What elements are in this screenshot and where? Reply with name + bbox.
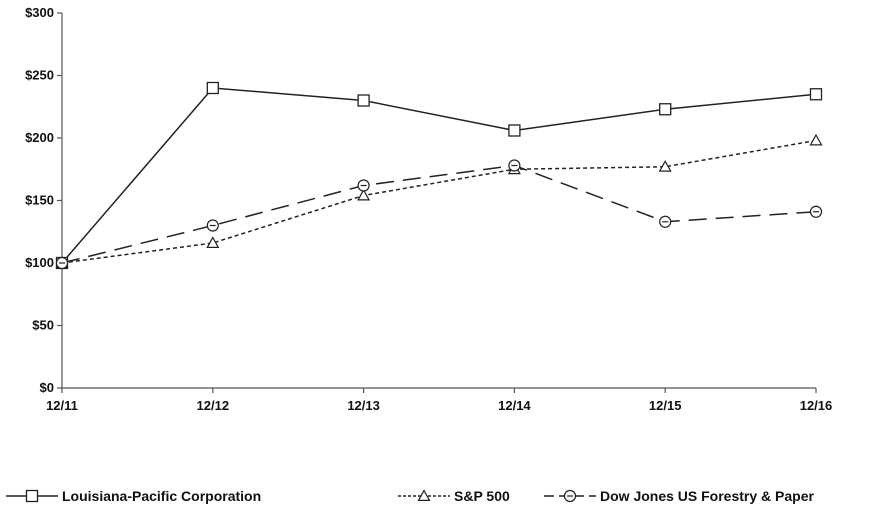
x-tick-label: 12/14 — [498, 398, 531, 413]
x-tick-label: 12/16 — [800, 398, 833, 413]
x-tick-label: 12/11 — [46, 398, 78, 413]
square-marker — [508, 124, 521, 137]
x-tick-label: 12/12 — [197, 398, 230, 413]
square-marker — [357, 94, 370, 107]
triangle-marker — [206, 236, 220, 248]
x-tick-label: 12/15 — [649, 398, 682, 413]
x-tick-label: 12/13 — [347, 398, 380, 413]
x-axis-ticks: 12/11 12/12 12/13 12/14 12/15 12/16 — [46, 388, 832, 413]
y-axis-ticks: $0 $50 $100 $150 $200 $250 $300 — [25, 5, 62, 395]
square-marker — [206, 81, 219, 95]
legend-item-3: Dow Jones US Forestry & Paper — [544, 488, 815, 504]
series-group — [55, 81, 823, 270]
series-line — [61, 87, 817, 264]
y-tick-label: $250 — [25, 68, 54, 83]
triangle-marker — [357, 188, 371, 201]
legend-square-marker — [25, 489, 39, 503]
series-line — [61, 164, 817, 264]
y-tick-label: $100 — [25, 255, 54, 270]
series-line — [61, 139, 817, 264]
series-2 — [55, 133, 823, 268]
triangle-marker — [658, 160, 672, 172]
legend-item-1: Louisiana-Pacific Corporation — [6, 488, 261, 504]
legend: Louisiana-Pacific Corporation S&P 500 Dow … — [6, 488, 815, 504]
legend-label: Dow Jones US Forestry & Paper — [600, 488, 815, 504]
y-tick-label: $50 — [32, 318, 54, 333]
y-tick-label: $150 — [25, 193, 54, 208]
y-tick-label: $0 — [40, 380, 54, 395]
square-marker — [659, 103, 672, 116]
legend-label: Louisiana-Pacific Corporation — [62, 488, 261, 504]
y-tick-label: $300 — [25, 5, 54, 20]
legend-item-2: S&P 500 — [398, 488, 510, 504]
legend-triangle-marker — [417, 489, 431, 501]
square-marker — [809, 88, 823, 101]
series-3 — [55, 159, 823, 270]
legend-label: S&P 500 — [454, 488, 510, 504]
axes — [61, 13, 816, 389]
triangle-marker — [809, 133, 823, 146]
y-tick-label: $200 — [25, 130, 54, 145]
